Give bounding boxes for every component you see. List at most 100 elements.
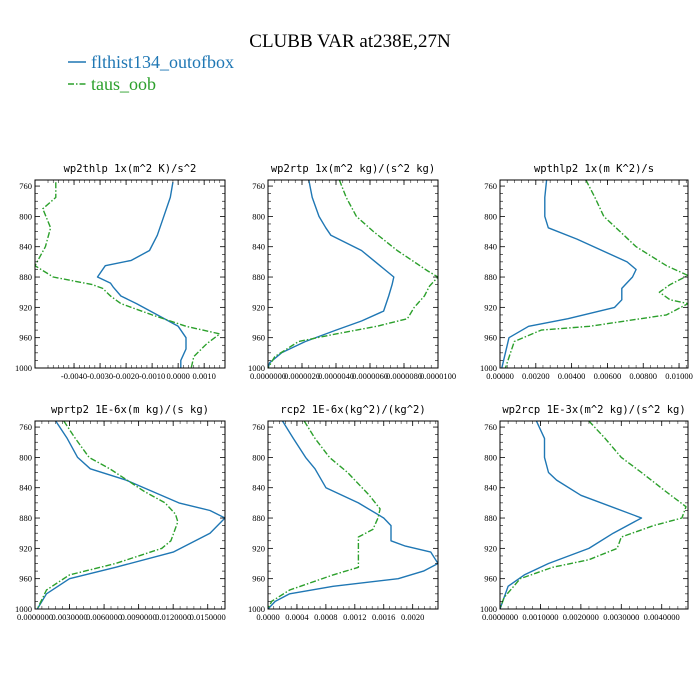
x-tick-label: 0.0010 [192,371,215,381]
x-tick-label: 0.0000080 [386,371,422,381]
panel-title: wp2thlp 1x(m^2 K)/s^2 [64,163,197,175]
x-tick-label: 0.01000 [665,371,693,381]
y-tick-label: 960 [484,333,497,343]
plot-frame [34,420,226,610]
plot-frame [499,420,689,610]
plot-frame [267,420,439,610]
y-tick-label: 880 [19,513,32,523]
x-tick-label: 0.00400 [558,371,586,381]
series-line-taus_oob [36,421,179,609]
y-tick-label: 960 [484,574,497,584]
chart-panel-6: wp2rcp 1E-3x(m^2 kg)/(s^2 kg) 760 800 840 88… [480,404,689,622]
x-tick-label: 0.0000000 [17,612,53,622]
series-group [35,182,221,368]
series-line-taus_oob [268,421,381,609]
y-tick-label: 1000 [248,363,265,373]
x-tick-label: -0.0030 [87,371,113,381]
y-tick-label: 760 [484,181,497,191]
x-tick-label: 0.0030000 [603,612,639,622]
panel-title: wp2rcp 1E-3x(m^2 kg)/(s^2 kg) [502,404,685,416]
x-tick-label: -0.0010 [139,371,165,381]
x-tick-label: 0.00800 [629,371,657,381]
series-group [268,421,438,609]
y-tick-label: 1000 [480,363,497,373]
y-tick-label: 880 [252,513,265,523]
chart-panel-2: wp2rtp 1x(m^2 kg)/(s^2 kg) 760 800 840 880 92… [248,163,456,381]
chart-panel-3: wpthlp2 1x(m K^2)/s 760 800 840 880 920 960 100… [480,163,693,381]
y-tick-label: 840 [252,483,265,493]
panel-title: rcp2 1E-6x(kg^2)/(kg^2) [280,404,425,416]
y-tick-label: 880 [19,272,32,282]
x-tick-label: 0.0000000 [482,612,518,622]
y-tick-label: 960 [19,574,32,584]
series-line-flthist134_outofbox [96,182,187,368]
x-tick-label: 0.00200 [522,371,550,381]
y-tick-label: 1000 [15,363,32,373]
y-tick-label: 840 [252,242,265,252]
y-tick-label: 920 [19,543,32,553]
series-group [268,180,438,368]
y-tick-label: 840 [19,483,32,493]
x-tick-label: 0.00000 [486,371,514,381]
series-line-flthist134_outofbox [268,180,395,368]
y-tick-label: 800 [484,211,497,221]
series-group [500,421,687,609]
series-line-flthist134_outofbox [268,421,438,609]
x-tick-label: 0.0000040 [318,371,354,381]
y-tick-label: 800 [252,211,265,221]
panel-grid: wp2thlp 1x(m^2 K)/s^2 760 800 840 880 920 960 1… [15,163,693,622]
y-tick-label: 960 [19,333,32,343]
y-tick-label: 840 [484,242,497,252]
y-tick-label: 760 [19,422,32,432]
y-tick-label: 760 [19,181,32,191]
x-tick-label: -0.0040 [61,371,87,381]
y-tick-label: 920 [484,302,497,312]
series-line-taus_oob [268,180,438,368]
x-tick-label: 0.0000 [256,612,279,622]
figure-title: CLUBB VAR at238E,27N [249,31,451,52]
series-group [501,180,688,368]
y-tick-label: 920 [252,543,265,553]
plot-frame [499,179,689,369]
y-tick-label: 920 [484,543,497,553]
y-tick-label: 1000 [480,604,497,614]
y-tick-label: 920 [19,302,32,312]
plot-frame [267,179,439,369]
y-tick-label: 840 [19,242,32,252]
y-tick-label: 800 [252,452,265,462]
y-tick-label: 800 [19,211,32,221]
y-tick-label: 760 [252,422,265,432]
x-tick-label: 0.0000 [166,371,189,381]
series-line-taus_oob [35,182,221,368]
x-tick-label: 0.0010000 [522,612,558,622]
x-tick-label: 0.0040000 [644,612,680,622]
x-tick-label: 0.0020000 [563,612,599,622]
series-line-flthist134_outofbox [36,421,225,609]
chart-panel-4: wprtp2 1E-6x(m kg)/(s kg) 760 800 840 880 920… [15,404,226,622]
x-tick-label: 0.0000000 [250,371,286,381]
y-tick-label: 800 [484,452,497,462]
x-tick-label: 0.0020 [401,612,424,622]
x-tick-label: 0.00600 [594,371,622,381]
y-tick-label: 760 [252,181,265,191]
y-tick-label: 1000 [15,604,32,614]
y-tick-label: 800 [19,452,32,462]
x-tick-label: 0.0012 [343,612,366,622]
panel-title: wpthlp2 1x(m K^2)/s [534,163,654,175]
x-tick-label: 0.0000100 [420,371,456,381]
legend-label-taus-oob: taus_oob [91,74,156,94]
chart-panel-1: wp2thlp 1x(m^2 K)/s^2 760 800 840 880 920 960 1… [15,163,226,381]
y-tick-label: 760 [484,422,497,432]
x-tick-label: 0.0008 [314,612,337,622]
series-line-taus_oob [504,180,688,368]
x-tick-label: 0.0004 [285,612,309,622]
x-tick-label: 0.0060000 [86,612,122,622]
series-line-flthist134_outofbox [501,180,637,368]
y-tick-label: 960 [252,574,265,584]
figure-legend: flthist134_outofbox taus_oob [68,52,234,94]
y-tick-label: 880 [484,513,497,523]
y-tick-label: 880 [252,272,265,282]
series-group [36,421,225,609]
series-line-taus_oob [500,421,687,609]
